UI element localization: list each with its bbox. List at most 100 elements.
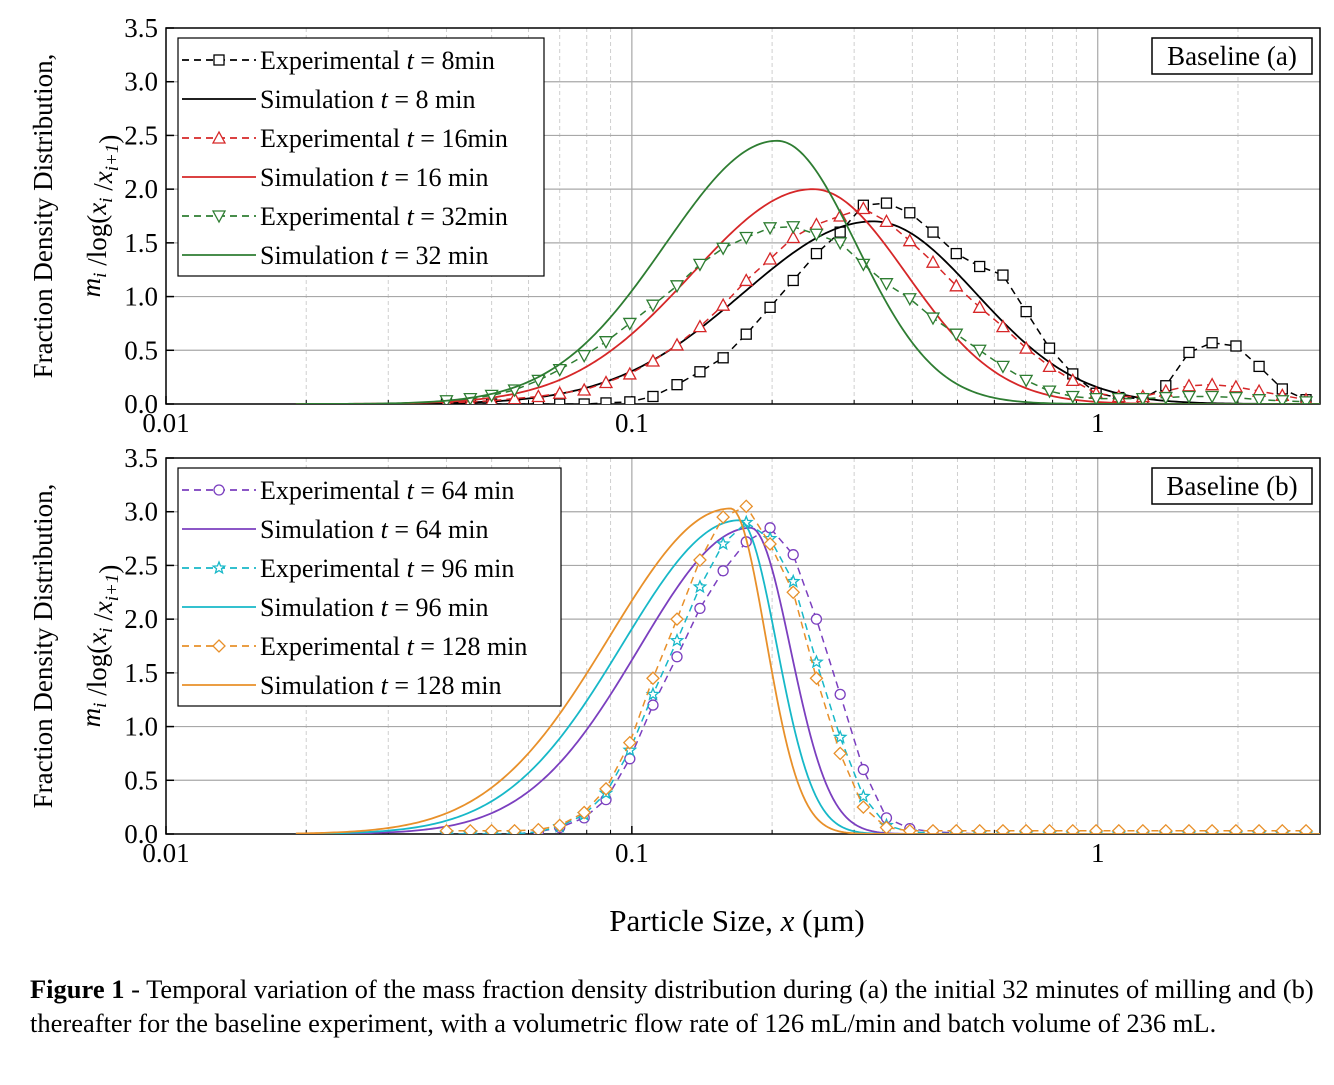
legend-frame [177,37,545,277]
diamond-marker [1065,823,1080,834]
triangle-down-marker [809,228,824,242]
legend-text-part: t [407,554,415,583]
square-marker [927,226,939,238]
square-marker [671,379,683,391]
triangle-up-marker [856,201,871,215]
y-tick-label: 2.5 [124,120,158,150]
plot-frame [165,457,1321,835]
diamond-marker [1111,823,1126,834]
legend-text-part: Simulation [260,593,381,622]
triangle-down-marker [879,278,894,292]
triangle-down-marker [1019,374,1034,388]
diamond-marker [902,823,917,834]
circle-marker [694,602,706,615]
triangle-up-marker [598,375,614,389]
legend-label: Simulation t = 64 min [260,515,488,544]
square-marker [213,54,225,66]
diamond-marker [212,639,226,653]
star-marker [692,579,708,594]
legend-text-part: t [381,163,389,192]
x-tick-label: 0.01 [142,838,189,868]
triangle-up-marker [552,385,567,399]
square-marker [717,352,729,364]
title-frame [1151,467,1313,505]
legend-text-part: t [407,202,415,231]
triangle-down-marker [1251,394,1267,404]
formula-part: /log( [82,645,112,703]
x-tick-label: 0.1 [615,408,649,438]
y-tick-label: 1.5 [124,658,158,688]
triangle-down-marker [645,299,661,313]
formula-part: i+1 [102,144,123,172]
triangle-down-marker [577,350,592,364]
square-marker [1206,337,1218,349]
legend-text-part: Experimental [260,124,407,153]
formula-part: x [88,601,118,614]
diamond-marker [646,671,660,686]
diamond-marker [739,499,754,514]
triangle-down-marker [949,328,964,342]
triangle-up-marker [716,297,731,311]
simulation-curve [295,526,1320,834]
caption-label: Figure 1 [30,974,125,1004]
legend-text-part: = 8min [414,46,495,75]
triangle-down-marker [833,237,848,251]
diamond-marker [856,800,871,815]
figure-canvas: 0.01 0.1 10.00.51.01.52.02.53.03.5Fraction… [28,13,1321,938]
diamond-marker [996,823,1010,834]
triangle-up-marker [1019,340,1034,354]
triangle-down-marker [739,231,754,245]
square-marker [694,366,706,378]
diamond-marker [1089,823,1104,834]
legend-text-part: t [381,671,389,700]
x-label-part: (µm) [802,903,865,938]
diamond-marker [670,612,684,627]
x-axis-label: Particle Size, x (µm) [609,903,864,938]
square-marker [1020,305,1032,318]
y-axis-label: Fraction Density Distribution, [28,54,58,379]
y-tick-label: 1.0 [124,712,158,742]
diamond-marker [1252,823,1266,834]
simulation-curve [295,507,1320,834]
circle-marker [857,763,870,776]
legend-text-part: t [381,85,389,114]
panel-title-box: Baseline (b) [1151,467,1313,505]
circle-marker [647,699,659,711]
diamond-marker [1158,823,1173,834]
x-tick-label: 1 [1091,838,1105,868]
legend-label: Experimental t = 8min [260,46,495,75]
simulation-curve [295,139,1320,404]
triangle-up-marker [669,337,685,351]
diamond-marker [809,671,824,686]
y-tick-label: 3.5 [124,443,158,473]
caption-text: - Temporal variation of the mass fractio… [30,974,1314,1038]
square-marker [1230,340,1242,352]
triangle-down-marker [211,210,227,224]
star-marker [669,632,685,647]
y-tick-label: 0.0 [124,389,158,419]
title-frame [1151,37,1313,75]
formula-part: i+1 [102,574,123,602]
legend-text-part: = 32min [414,202,508,231]
legend-text-part: Simulation [260,85,381,114]
triangle-down-marker [1089,392,1104,404]
legend-label: Simulation t = 96 min [260,593,488,622]
legend-text-part: t [407,46,415,75]
diamond-marker [1182,823,1196,834]
triangle-up-marker [211,130,227,144]
square-marker [1043,342,1056,354]
legend-label: Simulation t = 16 min [260,163,488,192]
circle-marker [213,484,225,496]
star-marker [855,788,871,803]
triangle-down-marker [622,317,637,331]
legend-text-part: Simulation [260,671,381,700]
circle-marker [717,565,729,577]
diamond-marker [763,537,777,551]
x-tick-label: 0.1 [615,838,649,868]
formula-part: ) [94,565,124,574]
panel-b: 0.01 0.1 1 0.0 0.5 1.0 1.5 2.0 2.5 3.0 3.5 Fraction… [28,443,1321,868]
legend-text-part: = 16min [414,124,508,153]
y-tick-label: 2.5 [124,550,158,580]
triangle-up-marker [1205,377,1220,391]
triangle-up-marker [809,217,824,231]
